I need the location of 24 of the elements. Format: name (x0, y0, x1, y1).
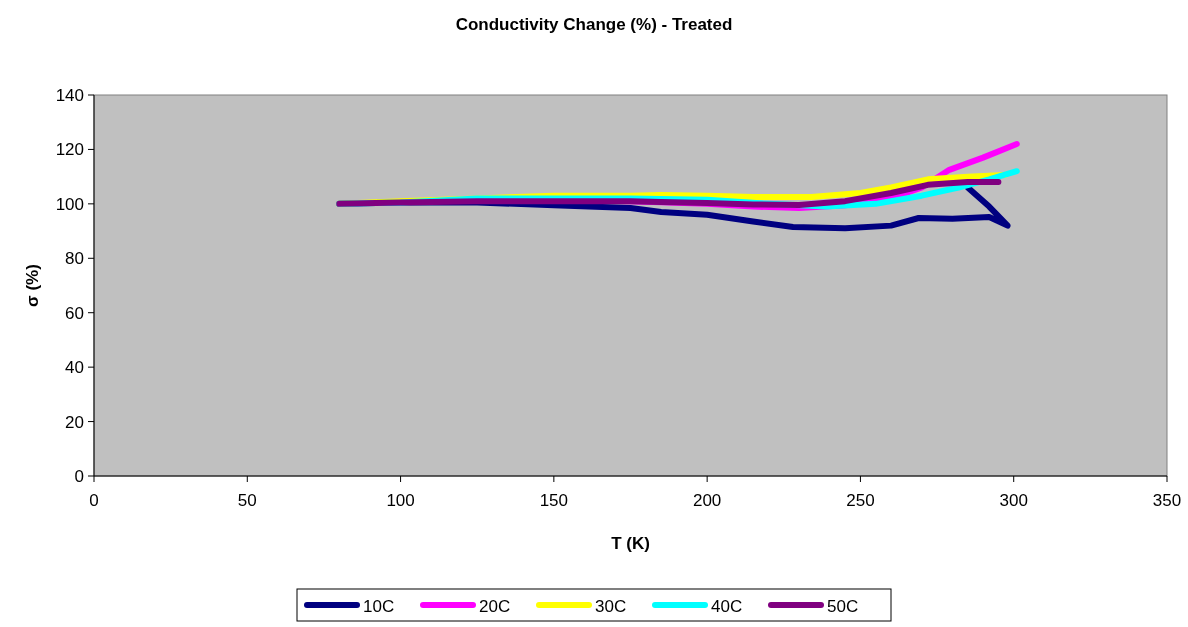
y-tick-label: 60 (65, 303, 84, 323)
chart-title: Conductivity Change (%) - Treated (455, 15, 733, 34)
y-tick-label: 100 (55, 194, 84, 214)
y-tick-label: 40 (65, 358, 84, 378)
y-tick-label: 20 (65, 412, 84, 432)
y-tick-label: 140 (55, 86, 84, 105)
x-tick-label: 0 (89, 491, 99, 510)
x-tick-label: 150 (539, 491, 569, 510)
y-axis-title: σ (%) (23, 264, 42, 307)
legend-label: 10C (363, 597, 395, 616)
y-tick-label: 0 (74, 467, 84, 486)
legend-label: 50C (827, 597, 859, 616)
x-tick-label: 300 (999, 491, 1028, 510)
x-tick-label: 100 (386, 491, 415, 510)
legend-label: 40C (711, 597, 743, 616)
x-tick-label: 350 (1152, 491, 1182, 510)
x-axis-title: T (K) (611, 534, 650, 553)
x-tick-label: 250 (846, 491, 875, 510)
x-tick-label: 50 (237, 491, 257, 510)
y-tick-label: 80 (65, 249, 84, 269)
y-tick-label: 120 (55, 140, 84, 160)
x-tick-label: 200 (692, 491, 722, 510)
legend-label: 20C (479, 597, 511, 616)
legend-label: 30C (595, 597, 627, 616)
